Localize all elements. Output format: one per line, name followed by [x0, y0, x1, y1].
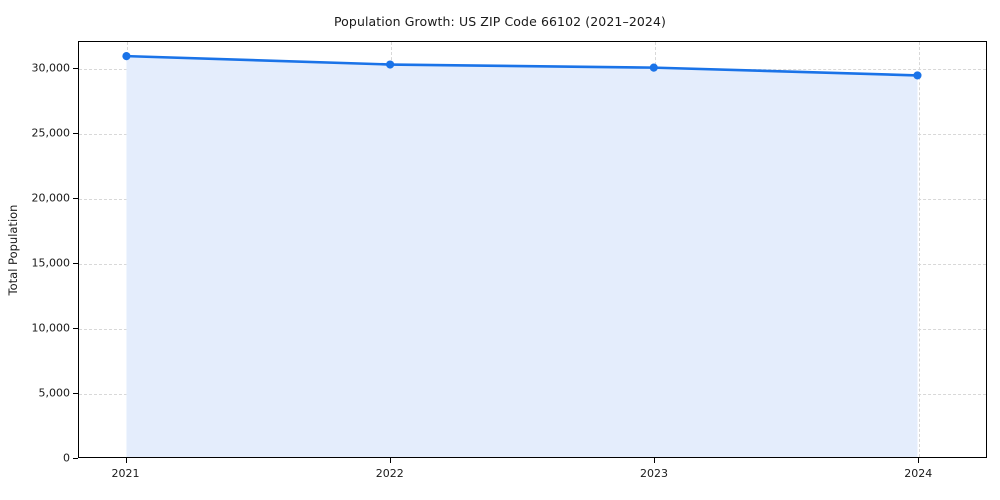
y-tick-label: 20,000	[31, 191, 71, 205]
x-tick-label: 2022	[375, 467, 404, 480]
x-tick-mark	[389, 458, 391, 463]
x-tick-mark	[654, 458, 656, 463]
chart-title: Population Growth: US ZIP Code 66102 (20…	[333, 14, 667, 29]
y-tick-mark	[73, 458, 78, 459]
data-point-marker	[386, 60, 395, 69]
plot-area	[78, 41, 987, 458]
y-tick-label: 25,000	[31, 126, 71, 140]
y-tick-label: 0	[63, 451, 70, 465]
x-tick-label: 2021	[111, 467, 140, 480]
gridline-x-2024	[919, 42, 921, 457]
area-fill	[126, 56, 918, 457]
x-tick-label: 2024	[904, 467, 933, 480]
data-point-marker	[122, 52, 131, 61]
series-line	[125, 54, 919, 77]
x-tick-mark	[918, 458, 920, 463]
x-tick-mark	[125, 458, 127, 463]
data-point-marker	[649, 63, 658, 72]
y-tick-label: 30,000	[31, 61, 71, 75]
y-tick-label: 5,000	[38, 386, 71, 400]
y-tick-label: 10,000	[31, 321, 71, 335]
data-point-marker	[913, 71, 922, 80]
y-axis-label: Total Population	[6, 204, 20, 296]
x-tick-label: 2023	[640, 467, 669, 480]
y-tick-label: 15,000	[31, 256, 71, 270]
data-series-layer	[122, 52, 922, 457]
